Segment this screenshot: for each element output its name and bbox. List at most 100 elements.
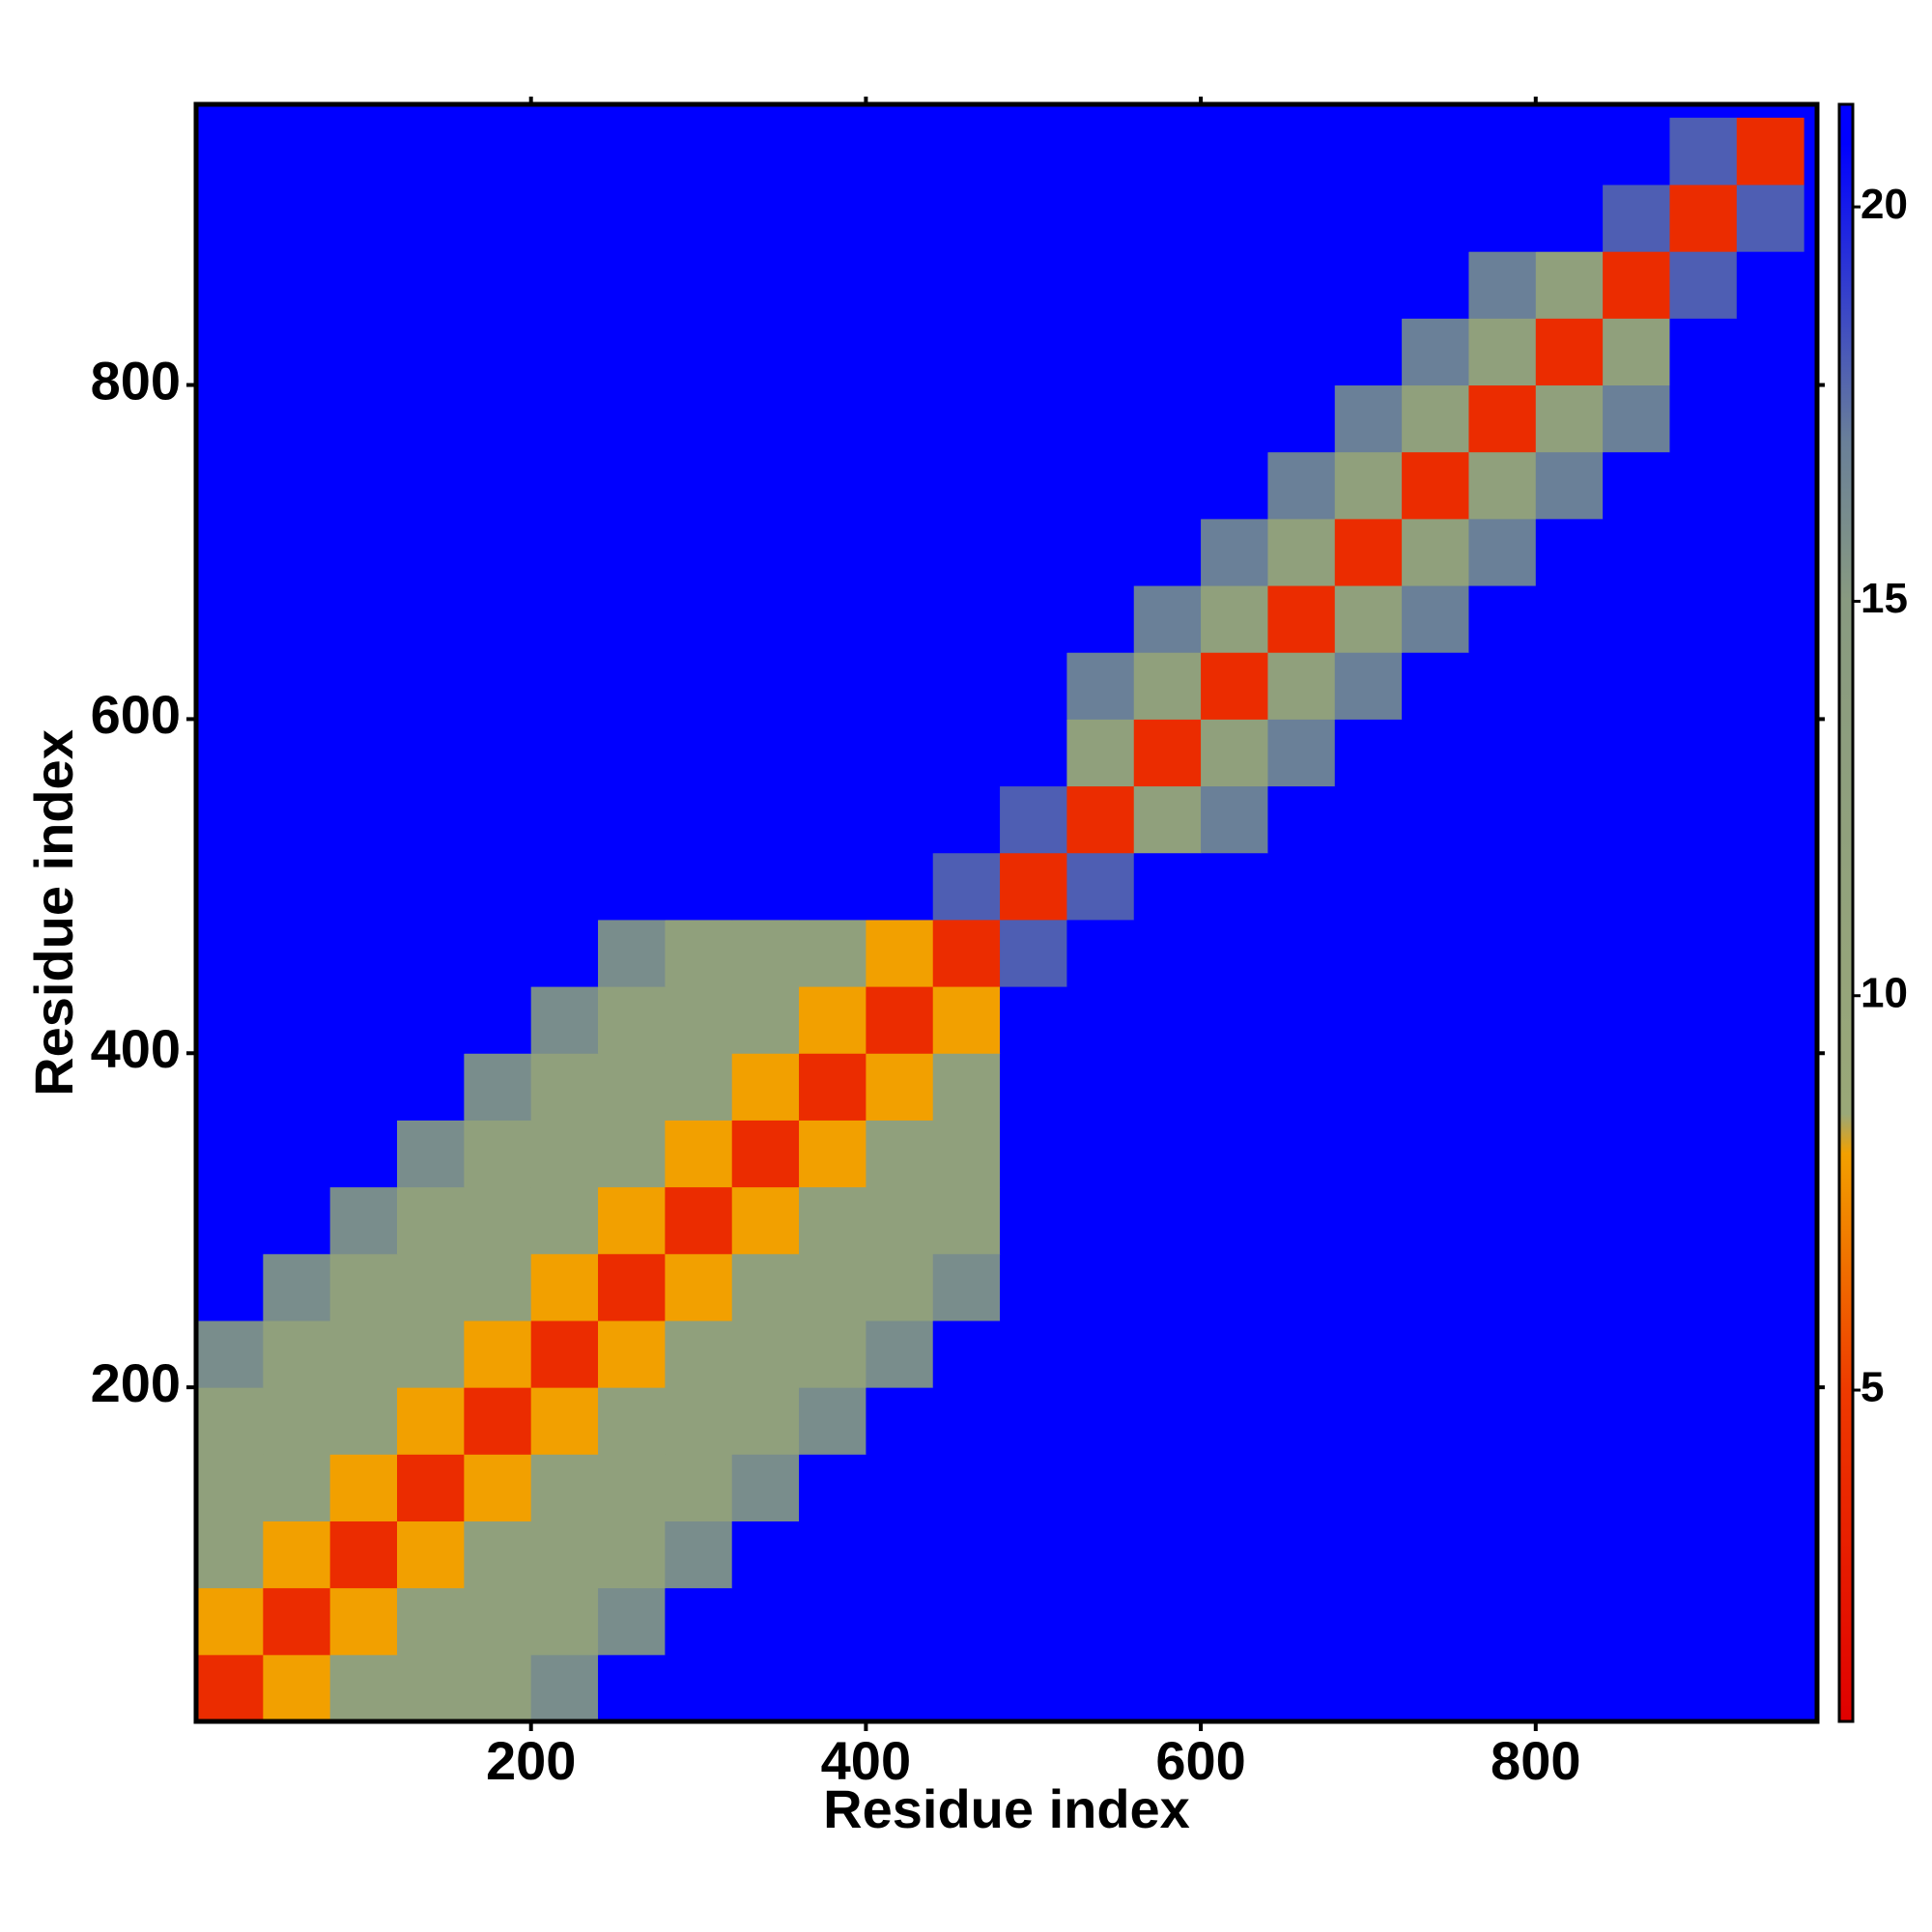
heatmap-cell <box>1201 652 1268 720</box>
heatmap-cell <box>598 1387 666 1455</box>
heatmap-cell <box>530 1387 599 1455</box>
heatmap-cell <box>1535 852 1604 921</box>
heatmap-cell <box>1468 1520 1537 1589</box>
heatmap-cell <box>866 451 934 520</box>
heatmap-cell <box>1201 1587 1268 1656</box>
heatmap-cell <box>1468 384 1537 453</box>
heatmap-cell <box>464 117 532 185</box>
heatmap-cell <box>1535 251 1604 319</box>
heatmap-cell <box>1603 518 1670 586</box>
heatmap-cell <box>196 1120 264 1188</box>
heatmap-cell <box>329 785 398 854</box>
heatmap-cell <box>263 1186 331 1255</box>
heatmap-cell <box>530 652 599 720</box>
heatmap-cell <box>464 318 532 386</box>
heatmap-cell <box>1535 318 1604 386</box>
heatmap-cell <box>866 384 934 453</box>
heatmap-cell <box>1066 518 1135 586</box>
heatmap-cell <box>731 986 800 1054</box>
heatmap-cell <box>1603 251 1670 319</box>
heatmap-cell <box>1535 451 1604 520</box>
heatmap-cell <box>1000 117 1067 185</box>
heatmap-cell <box>1267 117 1336 185</box>
heatmap-cell <box>866 852 934 921</box>
heatmap-cell <box>1334 1120 1403 1188</box>
heatmap-cell <box>1402 1587 1469 1656</box>
x-axis-title: Residue index <box>823 1778 1190 1839</box>
heatmap-cell <box>1468 185 1537 252</box>
heatmap-cell <box>1000 719 1067 787</box>
heatmap-cell <box>1133 518 1202 586</box>
heatmap-cell <box>1669 384 1738 453</box>
heatmap-cell <box>731 1454 800 1521</box>
x-tick-label: 600 <box>1155 1730 1245 1791</box>
heatmap-cell <box>1201 919 1268 987</box>
heatmap-cell <box>1402 451 1469 520</box>
heatmap-cell <box>932 719 1001 787</box>
heatmap-cell <box>329 1587 398 1656</box>
heatmap-cell <box>1535 1186 1604 1255</box>
heatmap-cell <box>196 1053 264 1121</box>
heatmap-cell <box>1133 1520 1202 1589</box>
heatmap-cell <box>1267 719 1336 787</box>
heatmap-cell <box>1736 1320 1804 1388</box>
heatmap-cell <box>464 1387 532 1455</box>
heatmap-cell <box>1267 785 1336 854</box>
heatmap-cell <box>196 451 264 520</box>
heatmap-cell <box>1000 1520 1067 1589</box>
x-tick-label: 200 <box>486 1730 576 1791</box>
heatmap-cell <box>1066 1320 1135 1388</box>
heatmap-cell <box>932 1454 1001 1521</box>
heatmap-cell <box>598 518 666 586</box>
heatmap-cell <box>1000 1654 1067 1722</box>
heatmap-cell <box>932 1654 1001 1722</box>
heatmap-cell <box>1066 1587 1135 1656</box>
heatmap-cell <box>196 1454 264 1521</box>
heatmap-cell <box>1736 719 1804 787</box>
heatmap-cell <box>1736 986 1804 1054</box>
heatmap-cell <box>263 986 331 1054</box>
heatmap-cell <box>665 919 733 987</box>
heatmap-cell <box>1201 585 1268 653</box>
heatmap-cell <box>1334 1186 1403 1255</box>
heatmap-cell <box>464 585 532 653</box>
heatmap-cell <box>598 1186 666 1255</box>
heatmap-cell <box>665 1587 733 1656</box>
heatmap-cell <box>1402 384 1469 453</box>
heatmap-cell <box>196 1320 264 1388</box>
heatmap-cell <box>932 384 1001 453</box>
heatmap-cell <box>665 384 733 453</box>
heatmap-cell <box>530 117 599 185</box>
heatmap-cell <box>866 986 934 1054</box>
heatmap-cell <box>263 384 331 453</box>
heatmap-cell <box>1402 852 1469 921</box>
heatmap-cell <box>866 1520 934 1589</box>
heatmap-cell <box>1133 1253 1202 1321</box>
heatmap-cell <box>665 1320 733 1388</box>
heatmap-cell <box>464 986 532 1054</box>
heatmap-cell <box>1535 1120 1604 1188</box>
heatmap-cell <box>1535 1387 1604 1455</box>
heatmap-cell <box>932 185 1001 252</box>
heatmap-cell <box>1603 1320 1670 1388</box>
heatmap-cell <box>1736 185 1804 252</box>
colorbar <box>1837 102 1855 1723</box>
heatmap-cell <box>1000 185 1067 252</box>
heatmap-cell <box>866 318 934 386</box>
heatmap-cell <box>598 785 666 854</box>
heatmap-cell <box>799 585 867 653</box>
heatmap-cell <box>397 185 465 252</box>
heatmap-cell <box>665 117 733 185</box>
heatmap-cell <box>866 1120 934 1188</box>
heatmap-cell <box>866 185 934 252</box>
heatmap-cell <box>263 451 331 520</box>
heatmap-cell <box>799 117 867 185</box>
heatmap-cell <box>1736 251 1804 319</box>
heatmap-cell <box>866 1387 934 1455</box>
heatmap-cell <box>397 117 465 185</box>
heatmap-cell <box>329 986 398 1054</box>
heatmap-cell <box>1603 785 1670 854</box>
heatmap-cell <box>1201 1253 1268 1321</box>
heatmap-cell <box>1201 1654 1268 1722</box>
heatmap-cell <box>263 1520 331 1589</box>
